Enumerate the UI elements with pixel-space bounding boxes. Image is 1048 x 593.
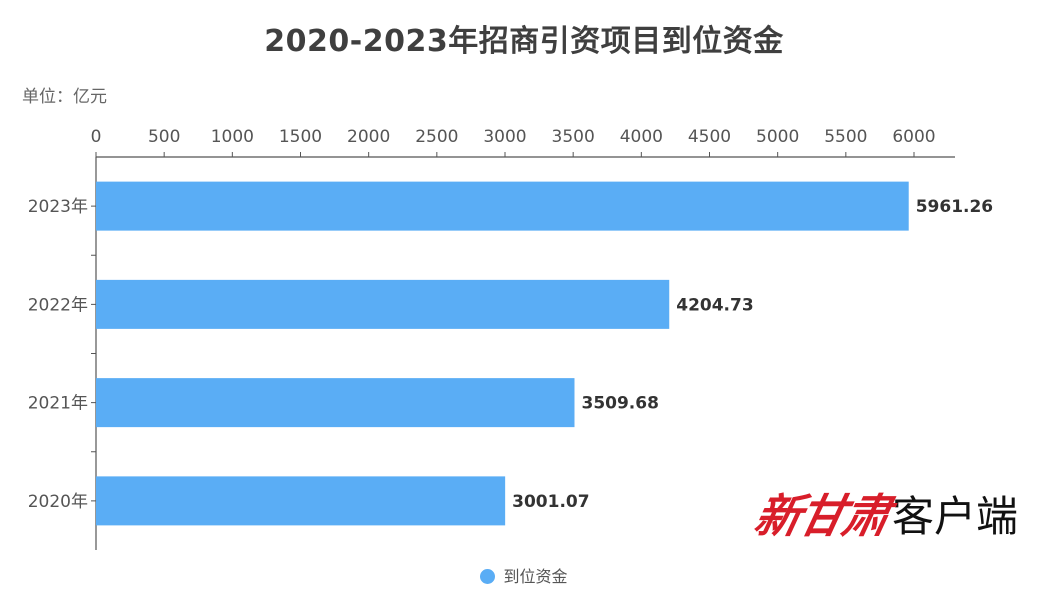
x-tick-label: 6000	[892, 127, 935, 147]
labels: 2023年 5961.26 2022年 4204.73 2021年 3509.68 2020…	[28, 197, 993, 512]
axes: 0 500 1000 1500 2000 2500 3000 3500 4000 4500 5000…	[91, 127, 955, 550]
x-tick-label: 4500	[688, 127, 731, 147]
legend[interactable]: 到位资金	[0, 563, 1048, 587]
bar-chart: 0 500 1000 1500 2000 2500 3000 3500 4000 4500 5000…	[28, 127, 993, 550]
x-tick-label: 0	[91, 127, 102, 147]
category-label: 2020年	[28, 492, 88, 512]
x-tick-label: 5000	[756, 127, 799, 147]
legend-marker	[480, 569, 496, 584]
bars	[96, 181, 909, 526]
x-tick-label: 3000	[483, 127, 526, 147]
bar[interactable]	[96, 476, 506, 526]
watermark-logo: 新甘肃客户端	[750, 480, 1019, 550]
x-tick-label: 2500	[415, 127, 458, 147]
unit-label: 单位：亿元	[22, 87, 107, 107]
category-label: 2022年	[28, 295, 88, 315]
watermark-brand: 新甘肃	[749, 489, 894, 543]
category-label: 2023年	[28, 197, 88, 217]
chart-title: 2020-2023年招商引资项目到位资金	[264, 24, 784, 59]
bar[interactable]	[96, 181, 909, 231]
x-tick-label: 500	[148, 127, 180, 147]
data-label: 4204.73	[676, 295, 753, 315]
x-tick-label: 2000	[347, 127, 390, 147]
data-label: 5961.26	[916, 197, 993, 217]
x-tick-label: 1500	[279, 127, 322, 147]
x-tick-label: 3500	[552, 127, 595, 147]
data-label: 3001.07	[512, 492, 589, 512]
bar[interactable]	[96, 279, 670, 329]
x-tick-label: 5500	[824, 127, 867, 147]
category-label: 2021年	[28, 394, 88, 414]
x-tick-label: 1000	[211, 127, 254, 147]
watermark-suffix: 客户端	[892, 491, 1019, 541]
legend-label: 到位资金	[503, 567, 568, 586]
x-tick-label: 4000	[620, 127, 663, 147]
data-label: 3509.68	[581, 394, 658, 414]
bar[interactable]	[96, 378, 575, 428]
